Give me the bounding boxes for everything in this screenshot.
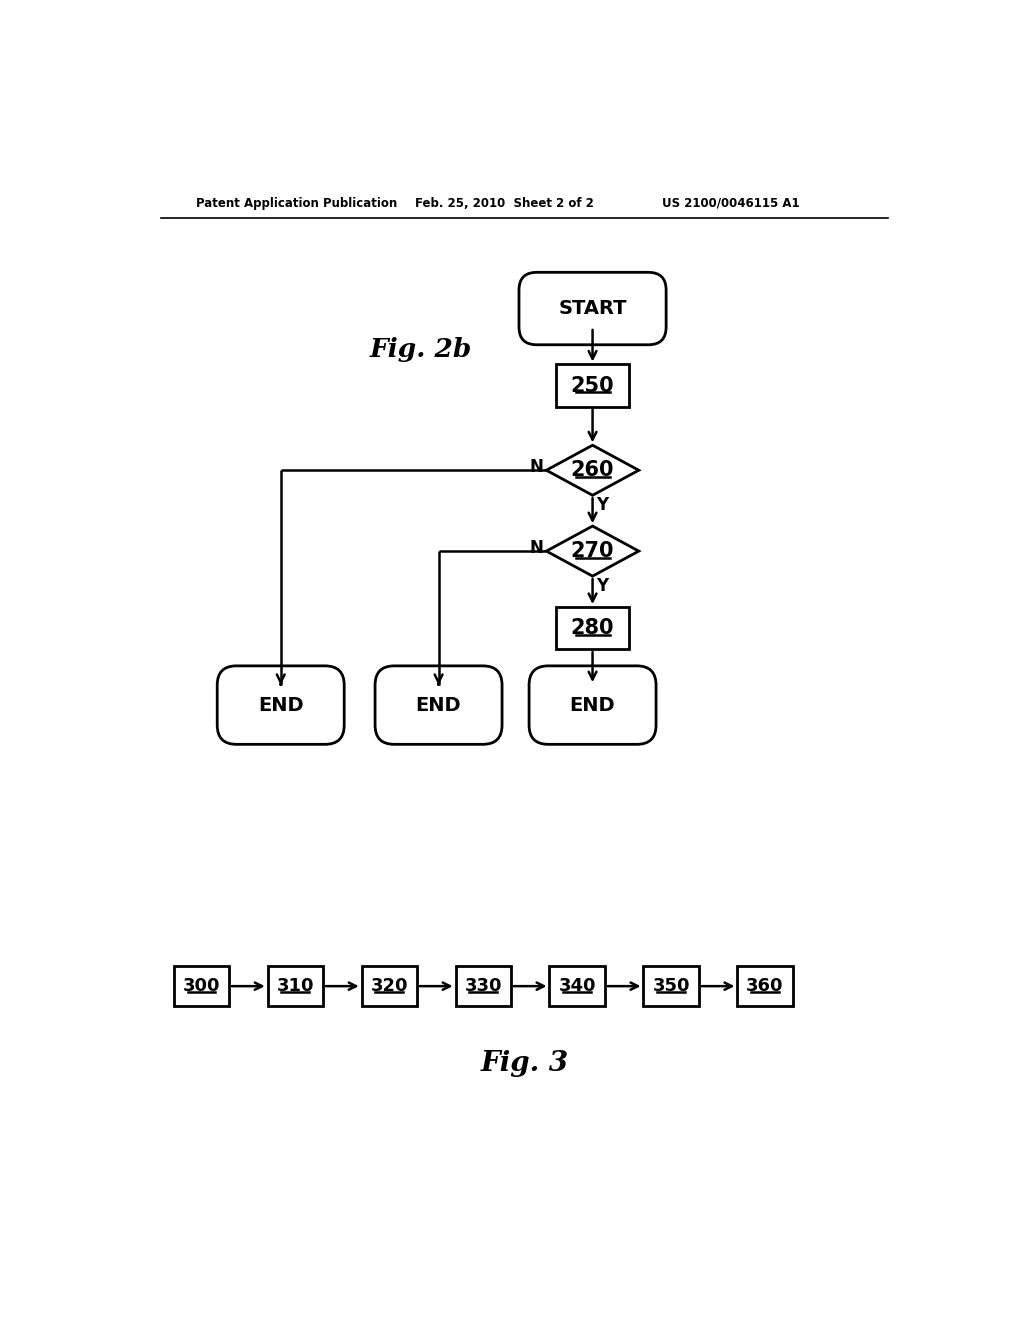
- FancyBboxPatch shape: [217, 665, 344, 744]
- Text: Fig. 2b: Fig. 2b: [370, 337, 472, 362]
- Text: US 2100/0046115 A1: US 2100/0046115 A1: [662, 197, 800, 210]
- Text: N: N: [529, 539, 544, 557]
- Text: 250: 250: [570, 376, 614, 396]
- Bar: [361, 966, 417, 1006]
- Text: Feb. 25, 2010  Sheet 2 of 2: Feb. 25, 2010 Sheet 2 of 2: [416, 197, 594, 210]
- Bar: [737, 966, 793, 1006]
- Bar: [556, 607, 629, 649]
- Bar: [643, 966, 698, 1006]
- Text: 300: 300: [182, 977, 220, 995]
- Text: 270: 270: [570, 541, 614, 561]
- FancyBboxPatch shape: [375, 665, 502, 744]
- Text: Y: Y: [596, 496, 608, 515]
- Text: END: END: [416, 696, 462, 714]
- Text: START: START: [558, 300, 627, 318]
- Text: Patent Application Publication: Patent Application Publication: [196, 197, 397, 210]
- Bar: [550, 966, 605, 1006]
- Polygon shape: [547, 527, 639, 576]
- Text: 280: 280: [570, 618, 614, 638]
- Text: 350: 350: [652, 977, 690, 995]
- Text: 320: 320: [371, 977, 408, 995]
- Bar: [556, 364, 629, 407]
- Bar: [267, 966, 323, 1006]
- Bar: [174, 966, 229, 1006]
- Text: 360: 360: [746, 977, 783, 995]
- Text: END: END: [258, 696, 303, 714]
- Text: N: N: [529, 458, 544, 477]
- Text: 260: 260: [570, 461, 614, 480]
- Text: 330: 330: [465, 977, 502, 995]
- Text: 310: 310: [276, 977, 314, 995]
- Polygon shape: [547, 445, 639, 495]
- Text: END: END: [569, 696, 615, 714]
- FancyBboxPatch shape: [529, 665, 656, 744]
- Bar: [456, 966, 511, 1006]
- Text: Fig. 3: Fig. 3: [480, 1049, 569, 1077]
- FancyBboxPatch shape: [519, 272, 667, 345]
- Text: Y: Y: [596, 577, 608, 595]
- Text: 340: 340: [558, 977, 596, 995]
